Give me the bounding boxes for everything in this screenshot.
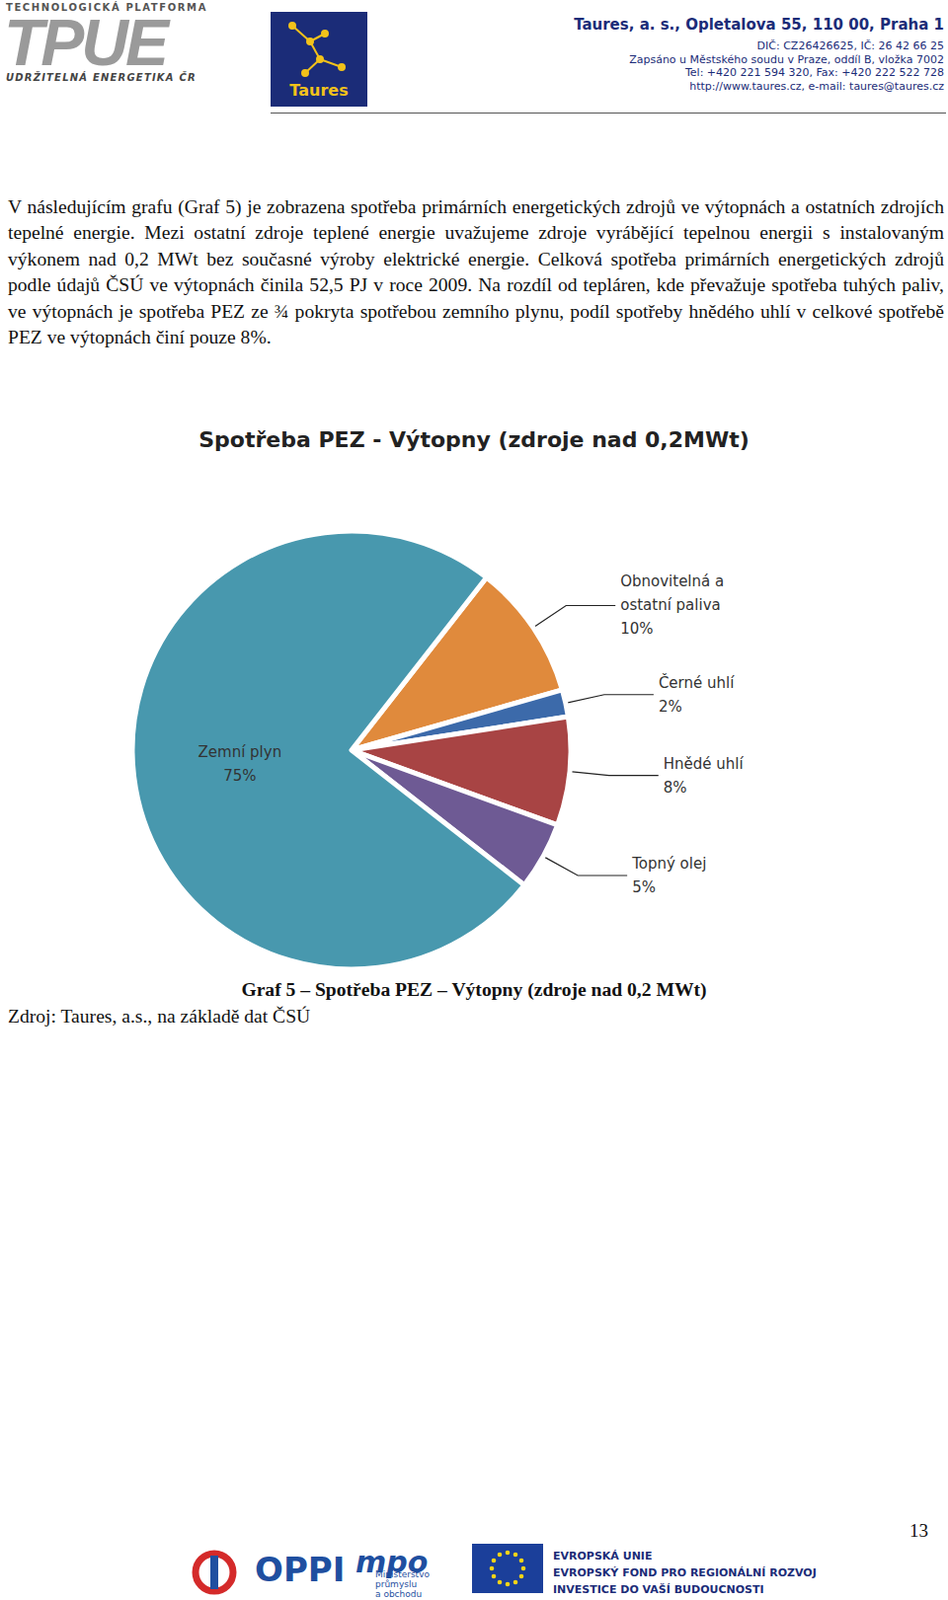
html-text:UDRŽITELNÁ ENERGETIKA ČR: UDRŽITELNÁ ENERGETIKA ČR — [5, 72, 197, 83]
html-text:Graf 5 – Spotřeba PEZ – Výtopn: Graf 5 – Spotřeba PEZ – Výtopny (zdroje … — [241, 979, 707, 1001]
html-text:INVESTICE DO VAŠÍ BUDOUCNOSTI: INVESTICE DO VAŠÍ BUDOUCNOSTI — [553, 1583, 764, 1597]
html-text:Zdroj: Taures, a.s., na základ: Zdroj: Taures, a.s., na základě dat ČSÚ — [7, 1006, 311, 1027]
html-text:Tel: +420 221 594 320, Fax: +4: Tel: +420 221 594 320, Fax: +420 222 522… — [685, 66, 945, 79]
html-text:TPUE: TPUE — [3, 5, 166, 79]
html-text:http://www.taures.cz, e-mail:: http://www.taures.cz, e-mail: taures@tau… — [689, 79, 945, 93]
svg-text:Topný olej: Topný olej — [631, 855, 707, 873]
svg-text:Obnovitelná a: Obnovitelná a — [620, 572, 729, 591]
html-text:Taures, a. s., Opletalova 55,: Taures, a. s., Opletalova 55, 110 00, Pr… — [573, 15, 945, 34]
svg-text:8%: 8% — [663, 779, 688, 797]
html-text:EVROPSKÝ FOND PRO REGIONÁLNÍ R: EVROPSKÝ FOND PRO REGIONÁLNÍ ROZVOJ — [553, 1567, 817, 1580]
svg-text:ostatní paliva: ostatní paliva — [620, 596, 721, 615]
html-text:Zapsáno u Městského soudu v Pr: Zapsáno u Městského soudu v Praze, oddíl… — [629, 52, 945, 66]
html-text:Taures: Taures — [289, 80, 349, 100]
html-text:DIČ: CZ26426625, IČ: 26 42 66: DIČ: CZ26426625, IČ: 26 42 66 25 — [757, 39, 945, 53]
svg-text:2%: 2% — [658, 698, 683, 716]
html-text:TECHNOLOGICKÁ PLATFORMA: TECHNOLOGICKÁ PLATFORMA — [5, 1, 208, 13]
svg-text:5%: 5% — [632, 878, 656, 897]
html-text:13: 13 — [909, 1520, 929, 1542]
svg-text:Zemní plyn: Zemní plyn — [198, 743, 283, 762]
html-text:průmyslu: průmyslu — [375, 1580, 417, 1590]
html-text:EVROPSKÁ UNIE: EVROPSKÁ UNIE — [553, 1550, 653, 1564]
html-text:Ministerstvo: Ministerstvo — [375, 1570, 430, 1580]
svg-text:Spotřeba PEZ - Výtopny (zdroje: Spotřeba PEZ - Výtopny (zdroje nad 0,2MW… — [198, 427, 750, 453]
svg-text:10%: 10% — [620, 620, 653, 638]
svg-text:Černé uhlí: Černé uhlí — [658, 673, 735, 693]
svg-text:Hnědé uhlí: Hnědé uhlí — [663, 755, 745, 774]
html-text:OPPI mpo: OPPI mpo — [254, 1545, 428, 1590]
svg-text:75%: 75% — [223, 767, 256, 786]
html-text:a obchodu: a obchodu — [375, 1589, 422, 1600]
html-text:V následujícím grafu (Graf 5): V následujícím grafu (Graf 5) je zobraze… — [7, 196, 945, 348]
